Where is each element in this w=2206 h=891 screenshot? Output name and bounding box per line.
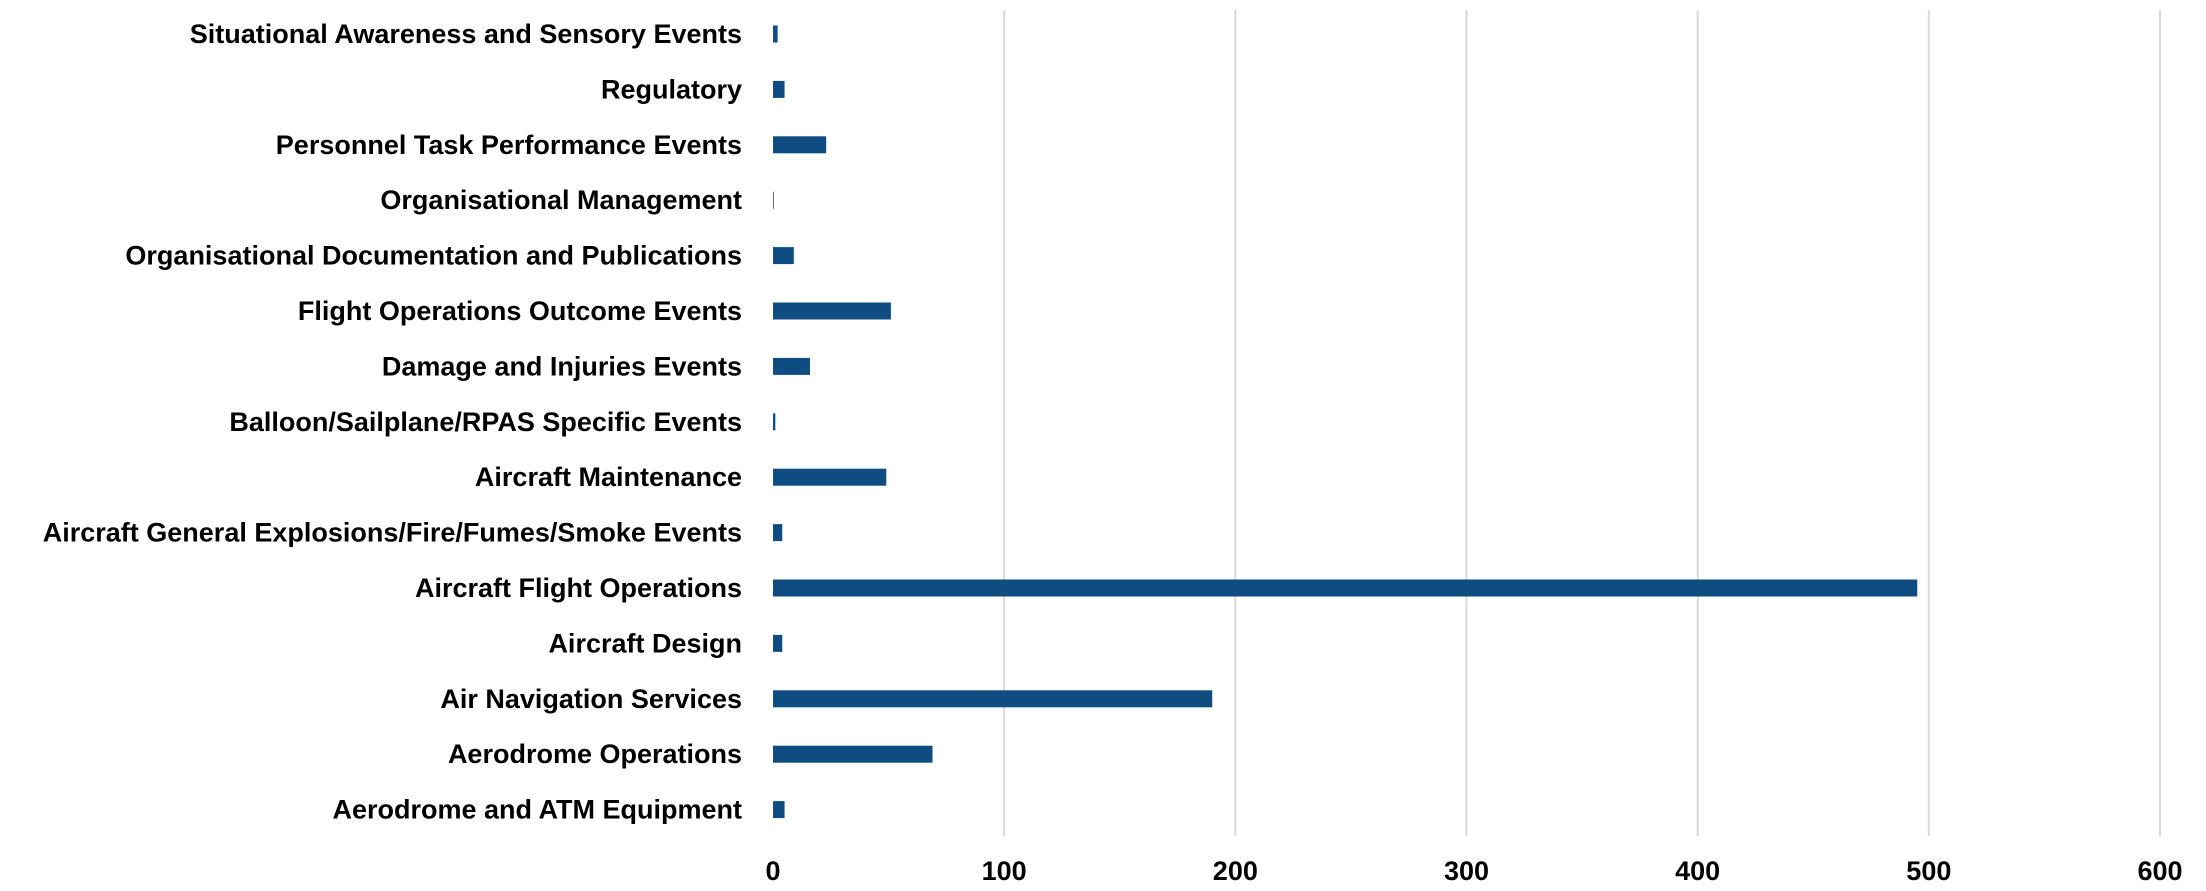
bar [773,634,783,652]
category-label: Organisational Management [380,185,742,215]
gridlines [1003,10,2161,836]
bar [773,357,810,375]
bar [773,136,827,154]
bar [773,302,891,320]
bar [773,25,778,43]
x-tick-label: 100 [982,856,1027,886]
x-tick-label: 600 [2137,856,2182,886]
bar [773,80,785,98]
category-label: Organisational Documentation and Publica… [125,241,742,271]
bar [773,524,783,542]
category-label: Situational Awareness and Sensory Events [190,19,742,49]
category-label: Aircraft Flight Operations [415,573,742,603]
x-tick-label: 400 [1675,856,1720,886]
category-label: Air Navigation Services [440,684,742,714]
x-tick-label: 300 [1444,856,1489,886]
bar [773,579,1918,597]
category-label: Regulatory [601,74,742,104]
category-label: Aircraft Design [548,628,742,658]
category-label: Aircraft Maintenance [475,462,742,492]
category-label: Aircraft General Explosions/Fire/Fumes/S… [43,518,742,548]
x-tick-labels: 0 100 200 300 400 500 600 [765,856,2182,886]
bar [773,413,776,431]
bar [773,690,1213,708]
category-label: Flight Operations Outcome Events [298,296,742,326]
category-label: Personnel Task Performance Events [276,130,742,160]
x-tick-label: 0 [765,856,780,886]
x-tick-label: 200 [1213,856,1258,886]
category-label: Aerodrome and ATM Equipment [332,795,742,825]
category-labels: Situational Awareness and Sensory Events… [43,19,742,825]
bars [773,25,1918,819]
category-label: Damage and Injuries Events [382,351,742,381]
x-tick-label: 500 [1906,856,1951,886]
bar [773,247,794,265]
bar [773,468,887,486]
bar [773,745,933,763]
bar [773,191,774,209]
category-label: Balloon/Sailplane/RPAS Specific Events [229,407,742,437]
bar [773,801,785,819]
category-label: Aerodrome Operations [448,739,742,769]
